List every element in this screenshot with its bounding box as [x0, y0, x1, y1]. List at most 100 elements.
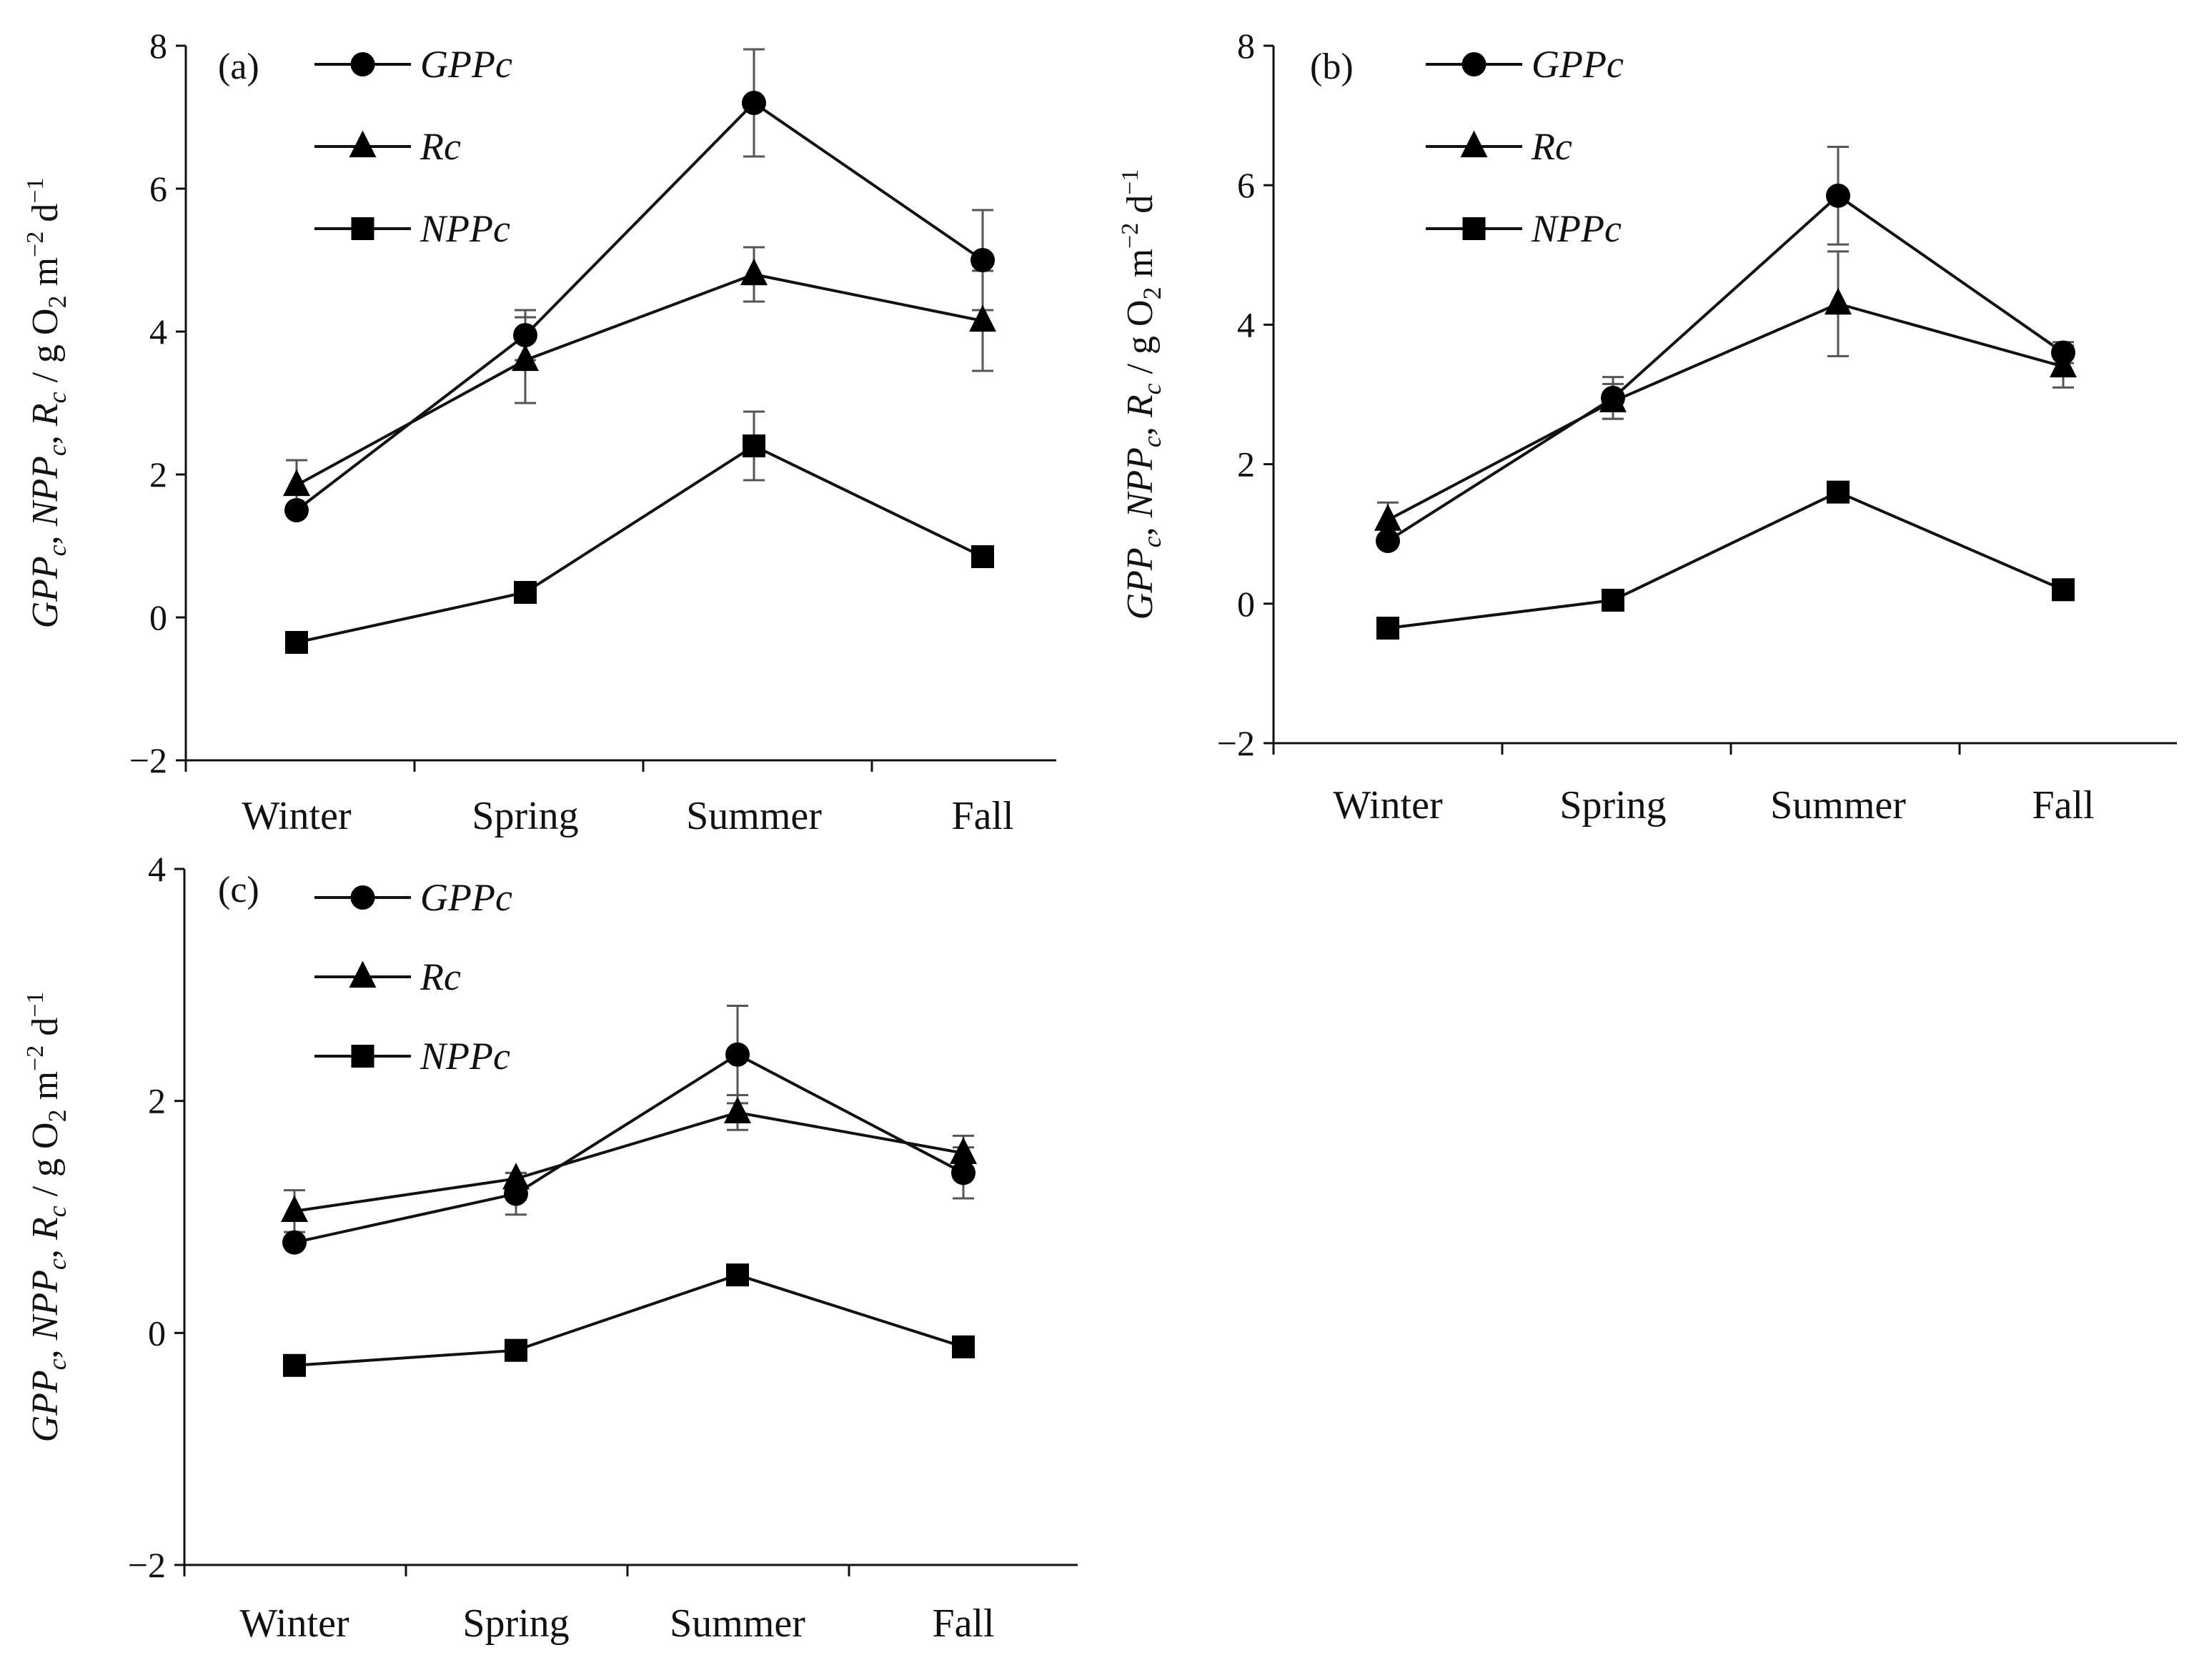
x-tick-label: Spring [472, 794, 578, 838]
gppc-point [742, 91, 766, 115]
gppc-point [725, 1042, 750, 1067]
nppc-point [971, 545, 994, 568]
x-tick-label: Winter [242, 794, 352, 838]
legend-marker-gppc [1461, 52, 1486, 76]
legend: GPPc Rc NPPc [1426, 43, 1624, 250]
y-tick-label: 0 [149, 597, 167, 637]
x-tick-label: Spring [1559, 783, 1666, 827]
legend-label-gppc: GPPc [1532, 43, 1624, 86]
y-tick-label: 8 [149, 26, 167, 66]
x-tick-label: Winter [1333, 783, 1443, 827]
y-tick-label: 0 [148, 1313, 166, 1353]
rc-point [1599, 385, 1627, 412]
x-tick-label: Fall [932, 1601, 994, 1646]
legend-marker-rc [1460, 130, 1488, 158]
rc-point [283, 469, 310, 497]
y-tick-label: 2 [148, 1081, 166, 1121]
gppc-point [282, 1230, 307, 1255]
gppc-point [971, 248, 995, 272]
y-axis-label: GPPc, NPPc, Rc / g O2 m−2 d−1 [1117, 169, 1166, 620]
x-tick-label: Fall [951, 794, 1013, 838]
y-tick-label: 4 [148, 849, 166, 889]
x-tick-label: Summer [1770, 783, 1906, 827]
y-tick-label: 8 [1237, 26, 1255, 66]
panel-label: (b) [1310, 46, 1354, 87]
gppc-point [1376, 528, 1400, 553]
nppc-series-line [1387, 490, 2064, 630]
y-tick-label: 2 [1237, 444, 1255, 484]
gppc-point [951, 1160, 976, 1186]
nppc-point [1376, 616, 1399, 640]
rc-point [1374, 504, 1401, 531]
legend-marker-gppc [350, 885, 375, 910]
legend-marker-gppc [350, 52, 375, 76]
legend-marker-nppc [351, 1045, 374, 1068]
legend-marker-nppc [351, 217, 374, 240]
y-tick-label: 4 [1237, 304, 1255, 344]
x-tick-label: Fall [2032, 783, 2094, 827]
rc-point [2050, 350, 2077, 378]
y-tick-label: −2 [1217, 723, 1255, 763]
nppc-point [505, 1338, 527, 1362]
legend-label-rc: Rc [1531, 125, 1572, 168]
nppc-point [2052, 578, 2075, 602]
legend-marker-rc [349, 130, 377, 158]
nppc-point [514, 581, 537, 604]
nppc-point [1827, 480, 1850, 504]
gppc-series-line [295, 101, 984, 512]
y-tick-label: 0 [1237, 584, 1255, 624]
chart-panel-a: −2 0 2 4 6 8 Winter Spring Summer Fall GPPc, NPPc,… [22, 26, 1056, 838]
panel-label: (c) [218, 870, 259, 910]
x-tick-label: Summer [686, 794, 822, 838]
nppc-point [285, 631, 308, 654]
x-tick-label: Winter [239, 1601, 349, 1646]
nppc-point [726, 1263, 749, 1287]
nppc-series-line [294, 1273, 964, 1367]
nppc-series-line [296, 444, 983, 644]
gppc-series-line [1386, 194, 2065, 542]
legend-label-nppc: NPPc [420, 207, 510, 250]
panel-label: (a) [218, 46, 259, 87]
legend-label-gppc: GPPc [420, 876, 512, 919]
rc-series-line [294, 1110, 964, 1213]
rc-point [1825, 287, 1852, 315]
nppc-point [743, 434, 765, 457]
y-tick-label: 2 [149, 454, 167, 494]
y-axis-label: GPPc, NPPc, Rc / g O2 m−2 d−1 [22, 178, 71, 629]
gppc-point [284, 498, 309, 522]
legend-marker-nppc [1462, 217, 1486, 240]
x-tick-label: Summer [670, 1601, 805, 1646]
rc-series-line [296, 272, 983, 487]
x-tick-label: Spring [462, 1601, 569, 1646]
rc-point [724, 1096, 751, 1124]
legend: GPPc Rc NPPc [314, 43, 512, 250]
legend-marker-rc [349, 960, 377, 988]
y-tick-label: 6 [1237, 165, 1255, 205]
y-tick-label: 4 [149, 312, 167, 352]
rc-point [281, 1195, 308, 1223]
legend-label-nppc: NPPc [1531, 207, 1622, 250]
gppc-point [513, 323, 537, 347]
y-axis-label: GPPc, NPPc, Rc / g O2 m−2 d−1 [22, 992, 71, 1443]
rc-point [512, 344, 539, 372]
legend: GPPc Rc NPPc [314, 876, 512, 1078]
gppc-series-line [294, 1053, 964, 1244]
rc-point [950, 1137, 977, 1164]
rc-point [502, 1163, 530, 1190]
y-tick-label: 6 [149, 169, 167, 209]
y-tick-label: −2 [129, 740, 167, 780]
legend-label-nppc: NPPc [420, 1035, 510, 1078]
legend-label-rc: Rc [420, 955, 461, 998]
y-tick-label: −2 [128, 1545, 166, 1585]
rc-point [740, 258, 768, 286]
nppc-point [952, 1335, 975, 1358]
rc-point [969, 304, 996, 332]
gppc-point [1826, 183, 1850, 208]
nppc-point [1602, 588, 1624, 612]
legend-label-rc: Rc [420, 125, 461, 168]
nppc-point [283, 1353, 306, 1377]
rc-series-line [1387, 302, 2064, 522]
legend-label-gppc: GPPc [420, 43, 512, 86]
